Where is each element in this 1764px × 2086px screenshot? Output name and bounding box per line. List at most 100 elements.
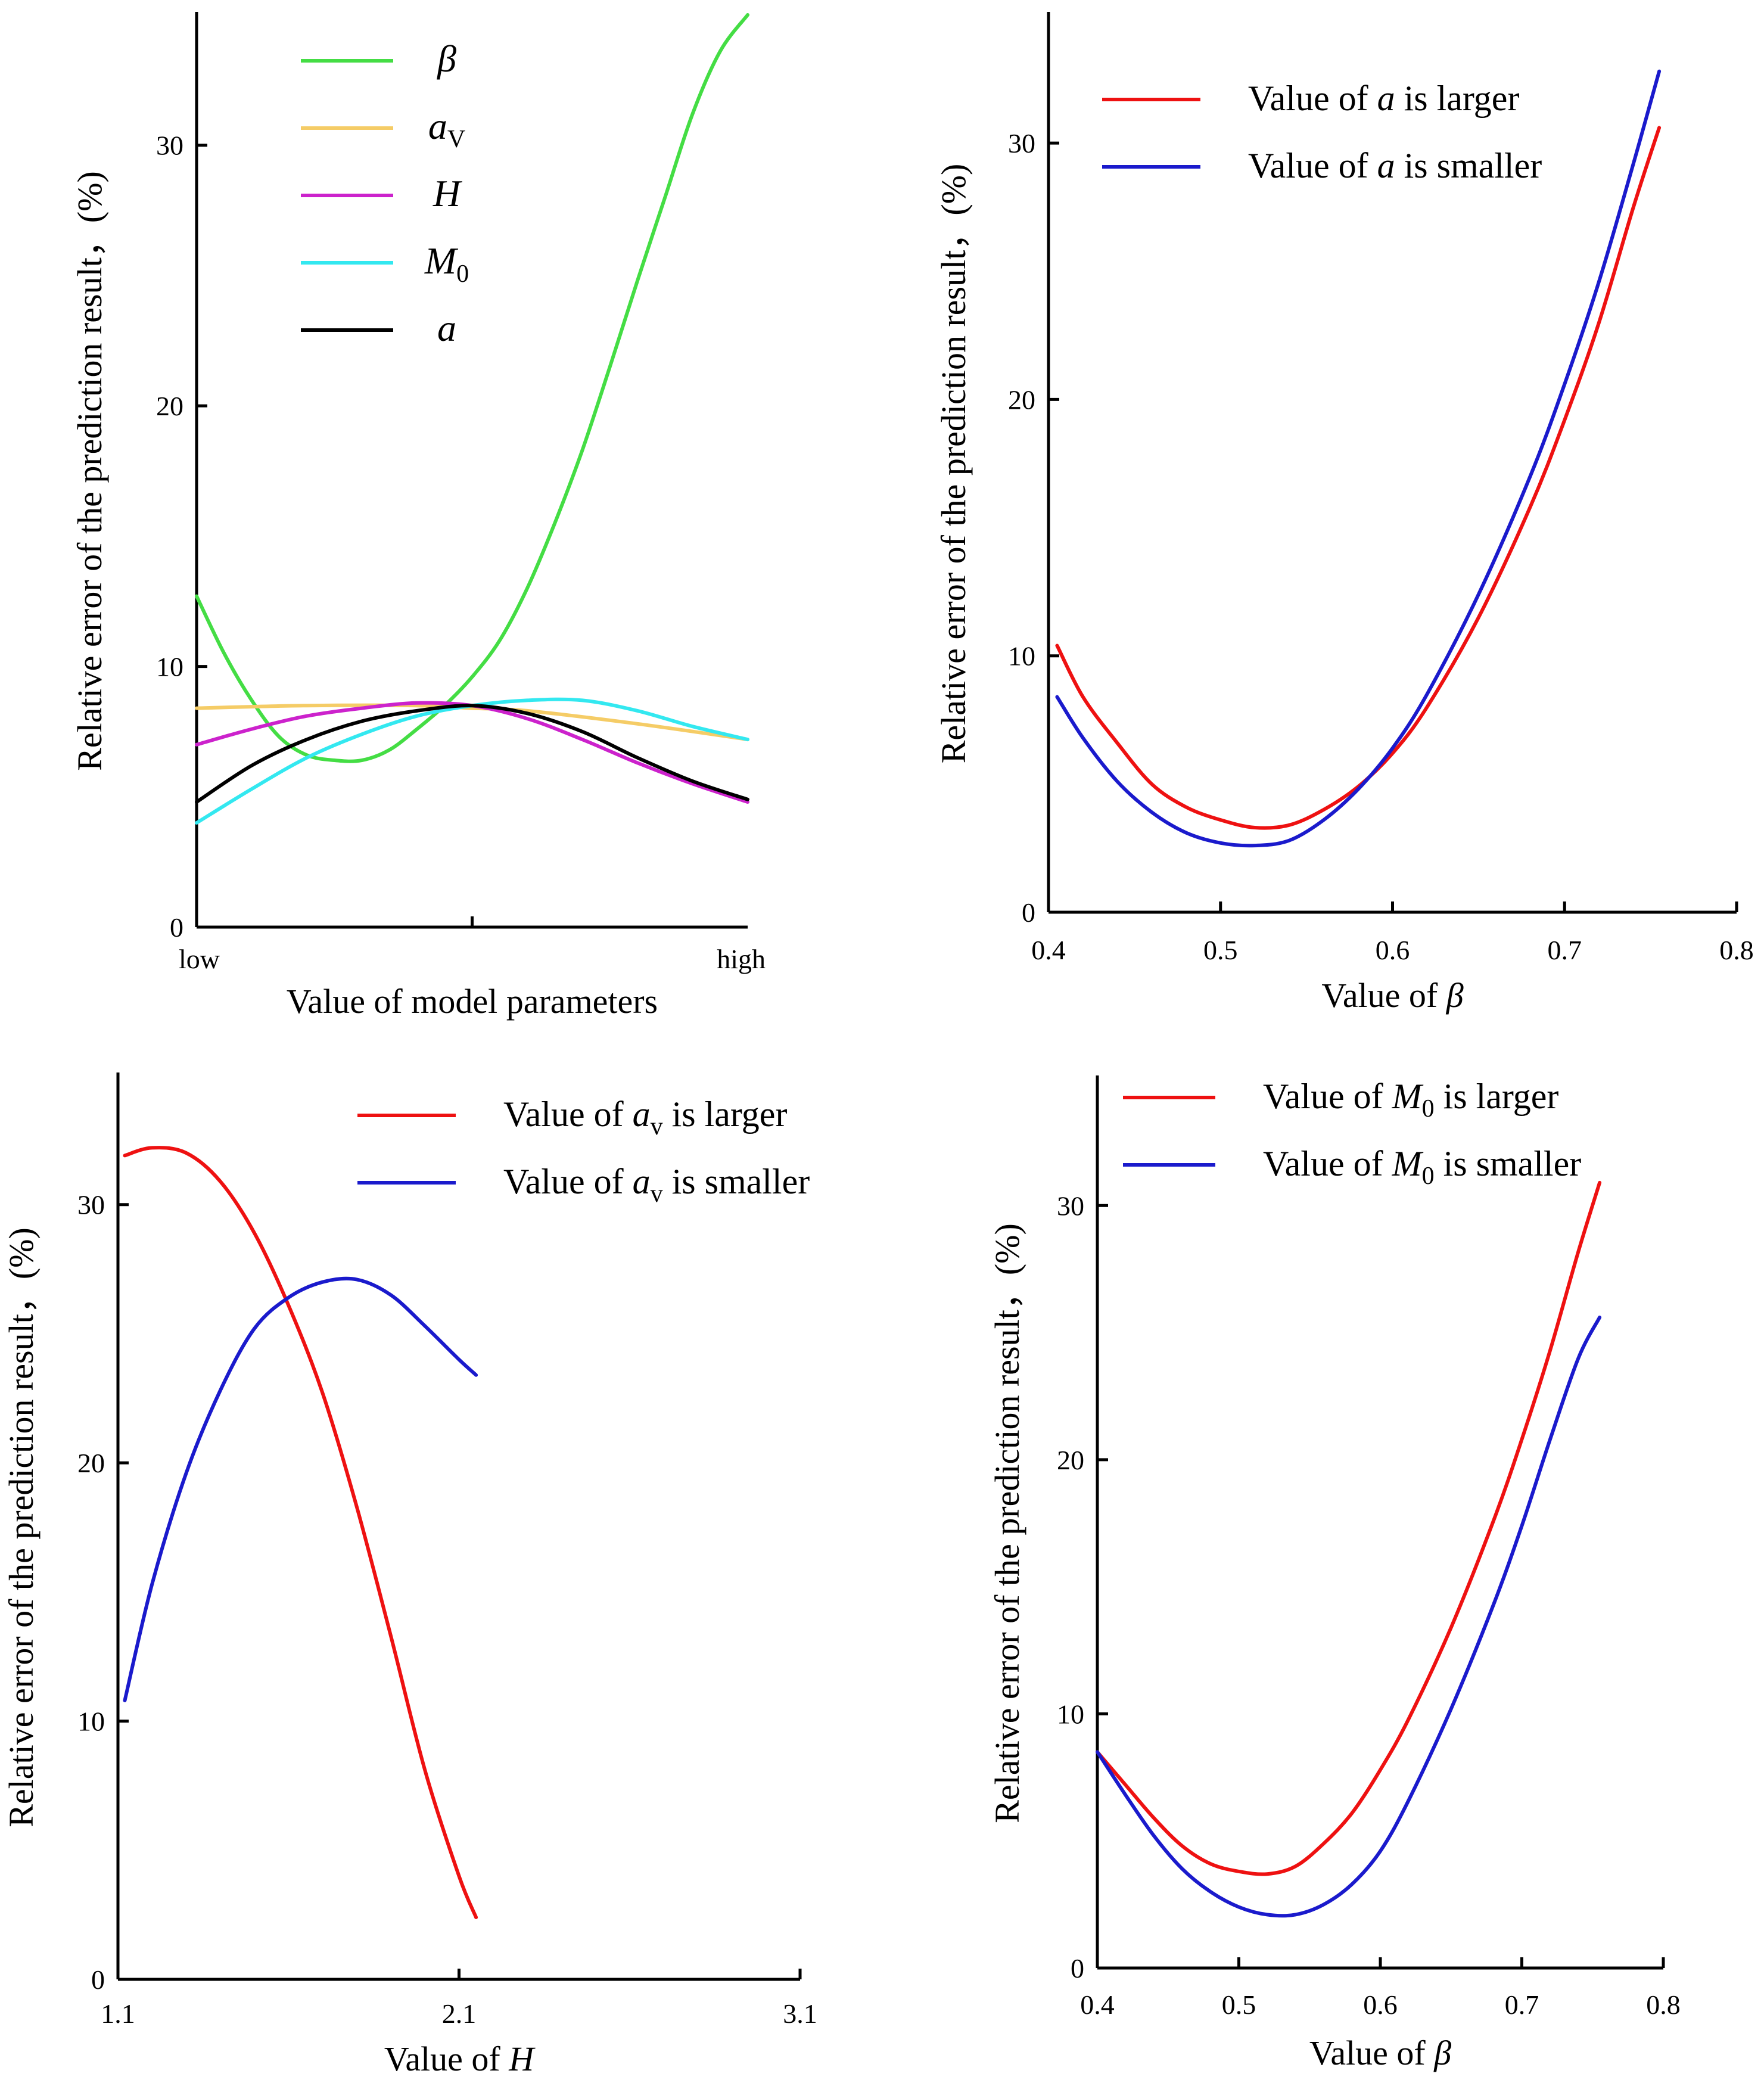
- x-tick-label: 0.6: [1376, 935, 1410, 965]
- legend-label: a: [437, 307, 456, 349]
- x-axis-label-text: Value of: [1309, 2034, 1434, 2072]
- y-axis-label: Relative error of the prediction result，…: [70, 171, 109, 771]
- legend-text: is smaller: [1395, 146, 1542, 185]
- x-tick-label: 0.6: [1363, 1989, 1398, 2020]
- legend-symbol: M: [424, 240, 459, 282]
- y-tick-label: 0: [1022, 897, 1035, 928]
- legend-symbol: M: [1392, 1144, 1424, 1183]
- chart-panel-beta-vs-a: 0 10 20 30 0.4 0.5 0.6 0.7 0.8 Value of β Relative…: [934, 12, 1754, 1015]
- y-tick-label: 10: [1008, 641, 1035, 672]
- legend-label: aV: [428, 105, 465, 153]
- y-tick-label: 20: [77, 1448, 105, 1478]
- legend-subscript: 0: [456, 260, 469, 288]
- x-tick-label: 0.4: [1031, 935, 1066, 965]
- x-tick-label: 0.7: [1505, 1989, 1539, 2020]
- legend-text: is larger: [1395, 79, 1520, 118]
- legend-text: Value of: [503, 1162, 633, 1201]
- legend-subscript: v: [651, 1113, 663, 1140]
- y-tick-label: 0: [91, 1964, 105, 1995]
- chart-panel-h-vs-av: 0 10 20 30 1.1 2.1 3.1 Value of H Relative error…: [2, 1072, 817, 2078]
- series-line-2: [123, 1276, 478, 1702]
- legend-label: Value of a is smaller: [1248, 146, 1542, 185]
- legend-symbol: a: [633, 1095, 651, 1134]
- legend-text: is smaller: [663, 1162, 810, 1201]
- legend-symbol: β: [436, 38, 456, 80]
- y-tick-label: 10: [77, 1706, 105, 1737]
- legend-label: Value of a is larger: [1248, 79, 1519, 118]
- x-axis-label: Value of β: [1321, 976, 1463, 1015]
- y-tick-label: 20: [156, 391, 183, 421]
- x-tick-label: 0.5: [1222, 1989, 1256, 2020]
- x-axis-label-text: Value of: [384, 2040, 509, 2078]
- legend-symbol: a: [1377, 146, 1395, 185]
- legend-subscript: V: [447, 126, 465, 153]
- legend-symbol: M: [1392, 1077, 1424, 1116]
- x-axis-label: Value of β: [1309, 2034, 1451, 2072]
- x-axis-label-symbol: β: [1446, 976, 1464, 1015]
- x-tick-label: 2.1: [442, 1998, 477, 2029]
- legend-symbol: a: [633, 1162, 651, 1201]
- x-tick-label: 1.1: [101, 1998, 135, 2029]
- y-tick-label: 30: [1057, 1190, 1084, 1221]
- x-tick-label: 0.8: [1646, 1989, 1681, 2020]
- x-tick-label-high: high: [717, 944, 766, 974]
- y-tick-label: 30: [1008, 128, 1035, 158]
- series-line-1: [1055, 126, 1662, 830]
- x-tick-label: 0.8: [1719, 935, 1754, 965]
- legend-text: Value of: [1263, 1077, 1392, 1116]
- series-line-4: [195, 697, 749, 825]
- x-tick-label: 3.1: [783, 1998, 817, 2029]
- y-tick-label: 0: [1071, 1953, 1084, 1984]
- y-axis-label: Relative error of the prediction result，…: [2, 1227, 41, 1827]
- y-tick-label: 20: [1057, 1445, 1084, 1475]
- x-tick-label: 0.4: [1080, 1989, 1115, 2020]
- y-tick-label: 10: [1057, 1699, 1084, 1729]
- legend-subscript: v: [651, 1180, 663, 1208]
- legend-text: Value of: [1248, 79, 1377, 118]
- x-axis-label-symbol: β: [1433, 2034, 1451, 2072]
- legend-text: is larger: [1435, 1077, 1559, 1116]
- series-line-2: [195, 703, 749, 742]
- chart-panel-parameters: 0 10 20 30 low high Value of model parameters R…: [70, 12, 766, 1021]
- series-line-1: [123, 1146, 478, 1919]
- x-tick-label: 0.5: [1203, 935, 1238, 965]
- legend-text: is smaller: [1435, 1144, 1582, 1183]
- legend-symbol: a: [437, 307, 456, 349]
- legend-label: Value of av is smaller: [503, 1162, 810, 1208]
- y-tick-label: 20: [1008, 384, 1035, 415]
- legend-symbol: a: [428, 105, 447, 147]
- legend-symbol: H: [433, 172, 463, 214]
- x-axis-label-text: Value of: [1321, 976, 1446, 1015]
- legend-label: Value of M0 is larger: [1263, 1077, 1558, 1123]
- x-axis-label: Value of model parameters: [287, 982, 658, 1021]
- y-tick-label: 10: [156, 652, 183, 682]
- legend-text: Value of: [1248, 146, 1377, 185]
- legend-text: Value of: [503, 1095, 633, 1134]
- legend-symbol: a: [1377, 79, 1395, 118]
- series-line-1: [195, 13, 749, 763]
- legend-subscript: 0: [1422, 1095, 1435, 1123]
- legend-subscript: 0: [1422, 1162, 1435, 1190]
- series-line-5: [195, 704, 749, 804]
- x-axis-label-symbol: H: [508, 2040, 536, 2078]
- legend-label: Value of M0 is smaller: [1263, 1144, 1581, 1190]
- legend-label: M0: [424, 240, 469, 288]
- x-tick-label: 0.7: [1548, 935, 1582, 965]
- y-tick-label: 30: [77, 1190, 105, 1220]
- series-line-2: [1096, 1316, 1602, 1918]
- legend-text: is larger: [663, 1095, 788, 1134]
- x-axis-label: Value of H: [384, 2040, 536, 2078]
- legend-label: H: [433, 172, 463, 214]
- legend-label: β: [436, 38, 456, 80]
- series-line-1: [1096, 1180, 1602, 1876]
- y-axis-label: Relative error of the prediction result，…: [934, 164, 973, 764]
- series-line-2: [1055, 69, 1662, 848]
- x-tick-label-low: low: [179, 944, 220, 974]
- y-axis-label: Relative error of the prediction result，…: [988, 1223, 1026, 1823]
- legend-label: Value of av is larger: [503, 1095, 787, 1140]
- y-tick-label: 0: [170, 912, 183, 943]
- chart-panel-beta-vs-m0: 0 10 20 30 0.4 0.5 0.6 0.7 0.8 Value of β Relative…: [988, 1075, 1681, 2072]
- y-tick-label: 30: [156, 130, 183, 161]
- legend-text: Value of: [1263, 1144, 1392, 1183]
